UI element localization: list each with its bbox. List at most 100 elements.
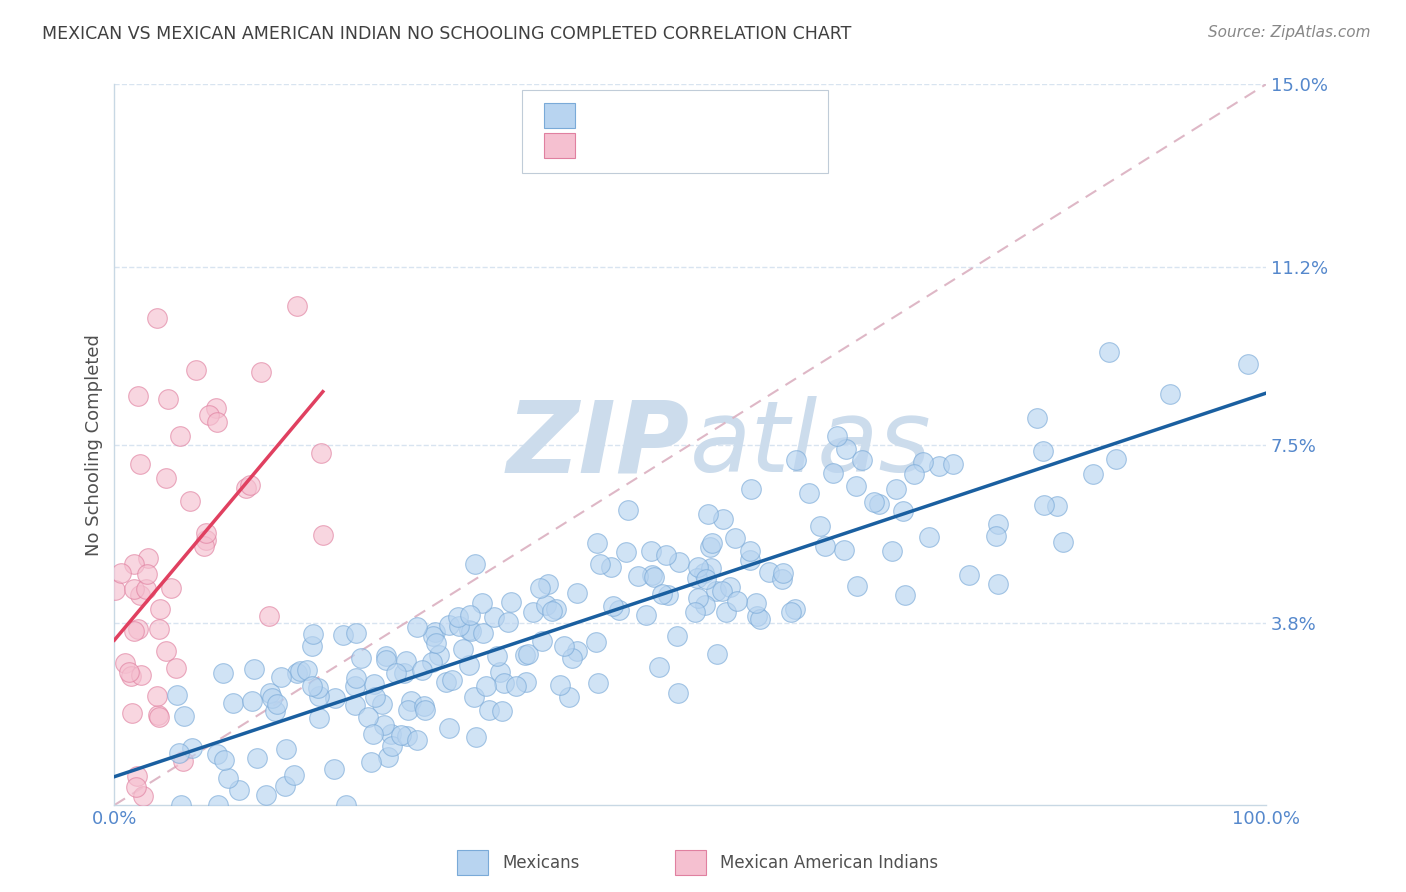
Point bbox=[496, 615, 519, 629]
Point bbox=[541, 604, 564, 618]
Point bbox=[529, 581, 551, 595]
Point bbox=[301, 627, 323, 641]
Point bbox=[706, 648, 728, 662]
Point bbox=[193, 539, 215, 553]
Point bbox=[344, 626, 367, 640]
Point bbox=[118, 665, 141, 680]
Point bbox=[779, 605, 801, 619]
Text: N =: N = bbox=[678, 106, 730, 124]
Point bbox=[396, 729, 419, 743]
Point bbox=[699, 541, 721, 555]
Point bbox=[1098, 345, 1121, 359]
Point bbox=[128, 457, 150, 471]
Point bbox=[772, 566, 794, 580]
Point bbox=[700, 561, 723, 575]
Point bbox=[903, 467, 925, 482]
Point bbox=[534, 598, 557, 612]
Point bbox=[851, 453, 873, 467]
Point bbox=[942, 458, 965, 472]
Point bbox=[770, 572, 793, 586]
Point bbox=[266, 697, 288, 711]
Point bbox=[308, 711, 330, 725]
Point bbox=[585, 635, 607, 649]
Point bbox=[375, 648, 398, 663]
Point bbox=[697, 507, 720, 521]
Point bbox=[489, 665, 512, 680]
Point bbox=[845, 479, 868, 493]
Point bbox=[207, 798, 229, 813]
Point bbox=[235, 481, 257, 495]
Point bbox=[264, 704, 287, 718]
Point bbox=[136, 550, 159, 565]
Point bbox=[499, 595, 522, 609]
Point bbox=[198, 408, 221, 422]
Point bbox=[395, 654, 418, 668]
Point bbox=[911, 455, 934, 469]
Point bbox=[243, 662, 266, 676]
Point bbox=[104, 583, 127, 598]
Point bbox=[626, 569, 648, 583]
Point bbox=[350, 650, 373, 665]
Point bbox=[531, 633, 554, 648]
Point bbox=[589, 557, 612, 571]
Point bbox=[370, 698, 392, 712]
Text: R =: R = bbox=[589, 136, 628, 154]
Point bbox=[422, 629, 444, 643]
Point bbox=[301, 679, 323, 693]
Point bbox=[155, 644, 177, 658]
Point bbox=[374, 652, 396, 666]
Point bbox=[891, 503, 914, 517]
Point bbox=[434, 675, 457, 690]
Point bbox=[290, 665, 312, 679]
Point bbox=[558, 690, 581, 704]
Point bbox=[221, 696, 243, 710]
Point bbox=[165, 661, 187, 675]
Point bbox=[471, 596, 494, 610]
Point bbox=[110, 566, 132, 580]
Point bbox=[515, 648, 537, 662]
Point bbox=[553, 640, 575, 654]
Point bbox=[169, 798, 191, 813]
Point bbox=[129, 588, 152, 602]
Point bbox=[381, 739, 404, 753]
Point bbox=[515, 675, 537, 690]
Point bbox=[463, 690, 485, 704]
Text: 200: 200 bbox=[734, 106, 772, 124]
Point bbox=[894, 588, 917, 602]
Point bbox=[360, 755, 382, 769]
Point bbox=[262, 691, 284, 706]
Point bbox=[666, 686, 689, 700]
Point bbox=[1046, 499, 1069, 513]
Point bbox=[412, 698, 434, 713]
Point bbox=[240, 694, 263, 708]
Point bbox=[884, 482, 907, 496]
Point bbox=[1081, 467, 1104, 482]
Point bbox=[686, 591, 709, 606]
Point bbox=[814, 540, 837, 554]
Point bbox=[537, 576, 560, 591]
Point bbox=[460, 624, 482, 638]
Point bbox=[1052, 535, 1074, 549]
Text: Mexican American Indians: Mexican American Indians bbox=[720, 855, 938, 872]
Point bbox=[411, 663, 433, 677]
Point bbox=[239, 477, 262, 491]
Point bbox=[301, 639, 323, 653]
Point bbox=[474, 679, 496, 693]
Point bbox=[711, 511, 734, 525]
Point bbox=[704, 583, 727, 598]
Point bbox=[169, 746, 191, 760]
Point bbox=[714, 606, 737, 620]
Point bbox=[567, 643, 589, 657]
Point bbox=[453, 642, 475, 657]
Point bbox=[648, 659, 671, 673]
Point bbox=[457, 624, 479, 638]
Text: 48: 48 bbox=[734, 136, 765, 154]
Point bbox=[600, 560, 623, 574]
Point bbox=[665, 630, 688, 644]
Point bbox=[835, 442, 858, 457]
Point bbox=[131, 668, 153, 682]
Point bbox=[377, 750, 399, 764]
Point bbox=[356, 710, 378, 724]
Text: Source: ZipAtlas.com: Source: ZipAtlas.com bbox=[1208, 25, 1371, 40]
Point bbox=[832, 543, 855, 558]
